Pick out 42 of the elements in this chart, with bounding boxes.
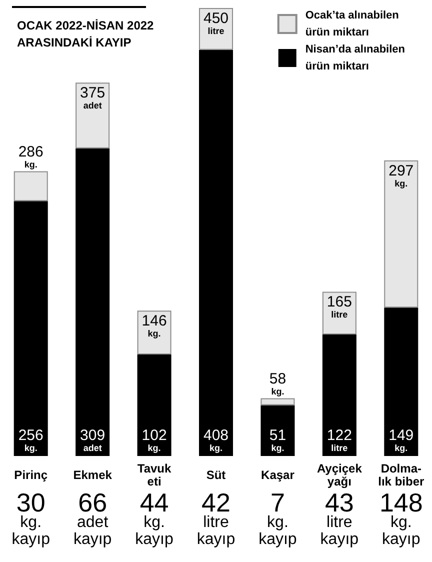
x-tick-label: Ekmek bbox=[73, 468, 112, 482]
bar bbox=[76, 82, 110, 148]
bar bbox=[199, 50, 233, 456]
total-label: 58 kg. bbox=[269, 370, 286, 396]
bar bbox=[76, 148, 110, 456]
x-tick-label: Dolma- lık biber bbox=[378, 462, 424, 488]
legend-label: Ocak’ta alınabilen ürün miktarı bbox=[305, 10, 400, 38]
x-tick-label: Ayçiçek yağı bbox=[316, 462, 362, 488]
bar bbox=[260, 398, 295, 406]
text: 42 litre kayıp bbox=[196, 488, 236, 548]
total-label: 286 kg. bbox=[18, 143, 44, 170]
total-label: 146 kg. bbox=[142, 312, 167, 339]
bar bbox=[14, 201, 48, 456]
data-label: 122 litre bbox=[326, 427, 352, 453]
text: 66 adet kayıp bbox=[73, 488, 112, 548]
legend-label: Nisan’da alınabilen ürün miktarı bbox=[305, 44, 406, 72]
bar bbox=[384, 308, 418, 456]
data-label: 102 kg. bbox=[142, 427, 167, 453]
bar bbox=[137, 354, 172, 456]
bar bbox=[384, 160, 418, 308]
data-label: 408 kg. bbox=[203, 427, 229, 453]
x-tick-label: Tavuk eti bbox=[137, 462, 172, 488]
data-label: 149 kg. bbox=[388, 427, 414, 453]
data-label: 309 adet bbox=[80, 427, 106, 453]
text: 43 litre kayıp bbox=[320, 488, 359, 548]
total-label: 375 adet bbox=[80, 84, 106, 111]
text: OCAK 2022-NİSAN 2022 ARASINDAKİ KAYIP bbox=[17, 18, 154, 50]
data-label: 51 kg. bbox=[269, 427, 286, 453]
total-label: 297 kg. bbox=[388, 162, 414, 188]
x-tick-label: Pirinç bbox=[14, 468, 48, 482]
text: 7 kg. kayıp bbox=[258, 488, 297, 548]
text: 148 kg. kayıp bbox=[379, 488, 423, 548]
bar bbox=[14, 171, 48, 202]
bar bbox=[260, 405, 295, 456]
bar bbox=[322, 334, 356, 456]
x-tick-label: Kaşar bbox=[261, 468, 295, 482]
text: 44 kg. kayıp bbox=[135, 488, 174, 548]
data-label: 256 kg. bbox=[18, 427, 44, 453]
x-tick-label: Süt bbox=[206, 468, 226, 482]
total-label: 165 litre bbox=[326, 294, 352, 320]
text: 30 kg. kayıp bbox=[12, 488, 50, 548]
total-label: 450 litre bbox=[203, 10, 229, 36]
